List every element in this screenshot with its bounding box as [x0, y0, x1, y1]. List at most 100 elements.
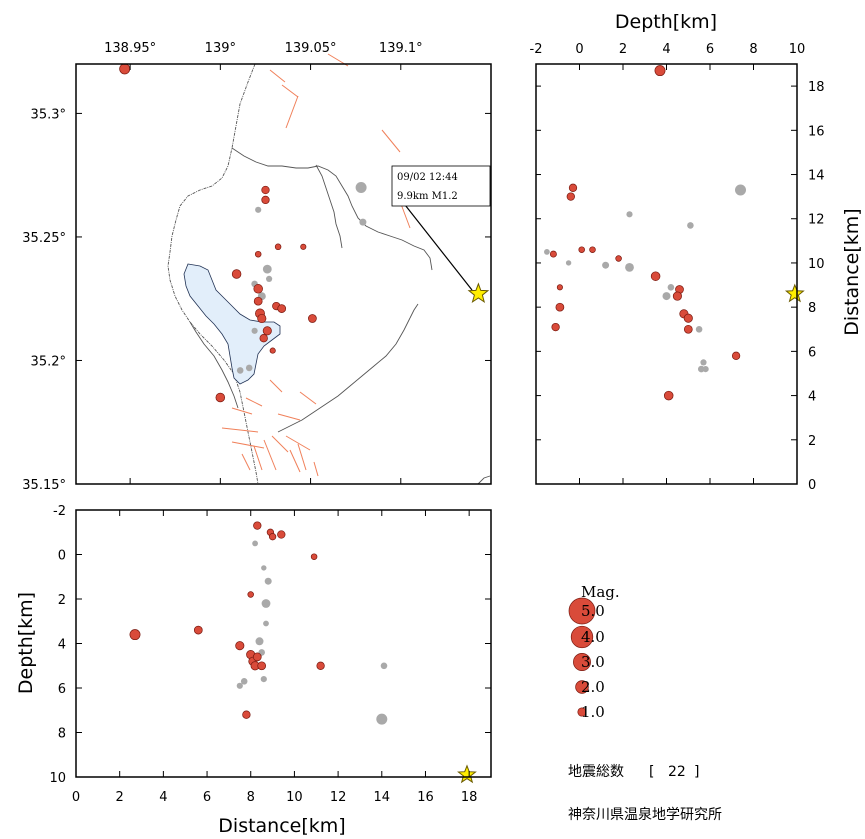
magnitude-legend: Mag. 5.0 4.0 3.0 2.0 1.0 — [568, 583, 620, 721]
depth-tick-label: 0 — [575, 42, 583, 57]
depth-tick-label: 10 — [789, 42, 806, 57]
distance-tick-label: 12 — [808, 213, 825, 228]
region-boundary-line — [167, 63, 259, 485]
hypocenter-point — [698, 365, 705, 373]
hypocenter-point — [236, 367, 244, 374]
hypocenter-point — [266, 275, 273, 282]
hypocenter-point — [264, 577, 272, 585]
legend-title: Mag. — [581, 583, 620, 601]
hypocenter-point — [261, 185, 270, 195]
right-section-ticks: -2 0 2 4 6 8 10 0 2 4 6 8 10 12 14 16 18 — [530, 42, 825, 493]
hypocenter-point — [240, 678, 248, 685]
hypocenter-point — [551, 322, 560, 332]
hypocenter-point — [662, 292, 671, 301]
depth-tick-label: 4 — [662, 42, 670, 57]
hypocenter-point — [242, 710, 251, 719]
hypocenter-point — [687, 222, 694, 229]
distance-tick-label: 4 — [808, 390, 816, 405]
hypocenter-point — [300, 243, 307, 250]
distance-tick-label: 12 — [330, 790, 347, 805]
hypocenter-point — [277, 304, 287, 313]
distance-tick-label: 14 — [374, 790, 391, 805]
hypocenter-point — [654, 65, 666, 77]
hypocenter-point — [259, 334, 268, 343]
total-count-bracket-close: ] — [694, 764, 699, 780]
hypocenter-point — [263, 620, 269, 627]
depth-tick-label: -2 — [530, 42, 543, 57]
distance-tick-label: 8 — [247, 790, 255, 805]
hypocenter-point — [308, 314, 317, 323]
hypocenter-point — [316, 661, 325, 670]
hypocenter-point — [257, 313, 267, 324]
hypocenter-point — [253, 521, 262, 530]
bottom-section-frame — [75, 509, 492, 778]
distance-tick-label: 2 — [808, 434, 816, 449]
depth-axis-title-top: Depth[km] — [615, 11, 717, 33]
depth-section-panel: Depth[km] -2 0 2 4 6 8 10 0 2 4 6 8 10 12 14 16 18 Dista… — [530, 11, 863, 493]
hypocenter-point — [549, 250, 557, 258]
hypocenter-point — [261, 565, 267, 571]
distance-tick-label: 8 — [808, 301, 816, 316]
callout-box — [391, 165, 491, 207]
hypocenter-point — [702, 366, 709, 373]
map-ticks: 138.95° 139° 139.05° 139.1° 35.15° 35.2° 35.25… — [22, 41, 491, 493]
depth-tick-label: 2 — [619, 42, 627, 57]
hypocenter-point — [359, 218, 367, 226]
hypocenter-point — [268, 533, 277, 541]
distance-tick-label: 18 — [461, 790, 478, 805]
hypocenter-point — [663, 390, 674, 401]
legend-magnitude-label: 1.0 — [581, 703, 605, 721]
depth-tick-label: 8 — [58, 727, 66, 742]
hypocenter-point — [731, 351, 741, 360]
hypocenter-point — [626, 211, 633, 218]
right-section-hypocenters — [544, 65, 746, 401]
hypocenter-point — [700, 359, 707, 366]
hypocenter-point — [589, 246, 596, 253]
depth-tick-label: -2 — [53, 504, 66, 519]
depth-axis-title-left: Depth[km] — [15, 592, 37, 694]
distance-tick-label: 2 — [116, 790, 124, 805]
legend-magnitude-circle — [575, 680, 589, 694]
bottom-section-ticks: 0 2 4 6 8 10 12 14 16 18 -2 0 2 4 6 8 10 — [49, 504, 491, 805]
right-section-frame — [535, 63, 798, 485]
hypocenter-point — [683, 324, 693, 334]
hypocenter-point — [625, 263, 634, 272]
callout-time: 09/02 12:44 — [397, 172, 458, 183]
hypocenter-point — [578, 246, 585, 253]
hypocenter-point — [565, 260, 572, 266]
depth-tick-label: 8 — [749, 42, 757, 57]
region-boundary-line — [409, 303, 419, 319]
hypocenter-point — [119, 63, 131, 75]
distance-axis-title-right: Distance[km] — [841, 208, 863, 335]
hypocenter-point — [615, 255, 622, 262]
hypocenter-point — [277, 530, 286, 539]
hypocenter-point — [236, 682, 243, 689]
region-boundary-line — [189, 321, 239, 409]
hypocenter-point — [245, 364, 253, 372]
fault-lines — [221, 53, 411, 477]
longitude-tick-label: 139.05° — [285, 41, 337, 56]
hypocenter-point — [257, 661, 267, 671]
hypocenter-point — [235, 641, 245, 651]
hypocenter-point — [672, 291, 682, 301]
hypocenter-point — [255, 206, 262, 213]
latitude-tick-label: 35.15° — [22, 478, 66, 493]
distance-tick-label: 18 — [808, 80, 825, 95]
latitude-tick-label: 35.25° — [22, 231, 66, 246]
total-count-bracket-open: [ — [649, 764, 654, 780]
depth-tick-label: 0 — [58, 549, 66, 564]
bottom-section-hypocenters — [129, 521, 388, 725]
legend-magnitude-circle — [568, 597, 596, 625]
legend-magnitude-label: 5.0 — [581, 602, 605, 620]
hypocenter-point — [251, 327, 258, 334]
hypocenter-point — [376, 713, 388, 725]
organization-name: 神奈川県温泉地学研究所 — [568, 806, 722, 823]
hypocenter-point — [380, 662, 388, 670]
legend-magnitude-label: 2.0 — [581, 678, 605, 696]
callout-leader-line — [397, 195, 473, 291]
latitude-tick-label: 35.3° — [31, 107, 66, 122]
hypocenter-point — [252, 652, 262, 662]
callout-info: 9.9km M1.2 — [397, 191, 458, 202]
hypocenter-point — [193, 625, 203, 635]
